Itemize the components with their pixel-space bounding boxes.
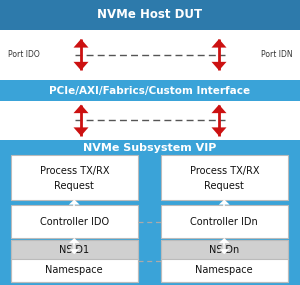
Text: Process TX/RX: Process TX/RX — [190, 166, 259, 176]
Polygon shape — [219, 238, 230, 243]
Bar — [0, 30, 300, 80]
Polygon shape — [212, 127, 226, 136]
Polygon shape — [69, 200, 80, 205]
Bar — [160, 240, 288, 282]
Text: NSIDn: NSIDn — [209, 245, 239, 255]
Polygon shape — [212, 62, 226, 70]
Text: Port IDN: Port IDN — [261, 50, 292, 59]
Text: Process TX/RX: Process TX/RX — [40, 166, 109, 176]
Polygon shape — [212, 105, 226, 113]
Text: Controller IDn: Controller IDn — [190, 217, 258, 227]
Text: Request: Request — [54, 181, 94, 191]
Polygon shape — [219, 200, 230, 205]
Text: Port IDO: Port IDO — [8, 50, 39, 59]
Bar — [0, 140, 300, 285]
Text: NSID1: NSID1 — [59, 245, 89, 255]
Polygon shape — [212, 39, 226, 48]
Text: NVMe Host DUT: NVMe Host DUT — [98, 8, 202, 21]
Text: NVMe Subsystem VIP: NVMe Subsystem VIP — [83, 142, 217, 153]
Polygon shape — [69, 210, 80, 215]
Bar — [11, 205, 138, 238]
Text: PCIe/AXI/Fabrics/Custom Interface: PCIe/AXI/Fabrics/Custom Interface — [50, 86, 250, 96]
Bar — [160, 240, 288, 282]
Polygon shape — [74, 39, 88, 48]
Polygon shape — [74, 127, 88, 136]
Bar — [0, 80, 300, 101]
Bar — [160, 155, 288, 200]
Polygon shape — [69, 238, 80, 243]
Bar — [0, 101, 300, 140]
Polygon shape — [69, 249, 80, 254]
Text: Controller IDO: Controller IDO — [40, 217, 109, 227]
Polygon shape — [74, 105, 88, 113]
Polygon shape — [219, 249, 230, 254]
Bar — [0, 0, 300, 30]
Polygon shape — [74, 62, 88, 70]
Text: Namespace: Namespace — [195, 265, 253, 275]
Text: Namespace: Namespace — [45, 265, 103, 275]
Polygon shape — [219, 210, 230, 215]
Bar — [160, 205, 288, 238]
Bar — [11, 240, 138, 259]
Bar — [11, 240, 138, 282]
Bar — [11, 155, 138, 200]
Bar — [160, 240, 288, 259]
Bar — [11, 240, 138, 282]
Text: Request: Request — [204, 181, 244, 191]
